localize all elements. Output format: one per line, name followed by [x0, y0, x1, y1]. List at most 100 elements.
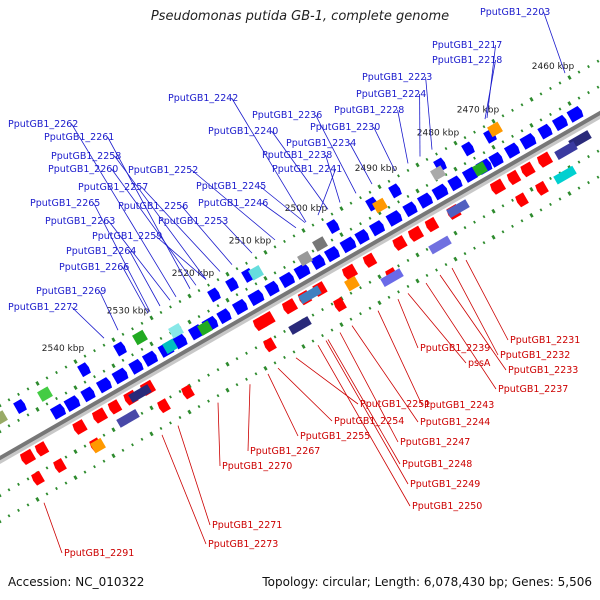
tick-mark [549, 112, 552, 117]
forward-gene-arrow [433, 157, 447, 173]
forward-gene-label: PputGB1_2217 [432, 40, 502, 51]
tick-mark [26, 503, 30, 507]
tick-mark [368, 216, 372, 220]
tick-mark [273, 335, 277, 339]
tick-mark [216, 304, 220, 308]
forward-gene-label: PputGB1_2218 [432, 55, 502, 66]
tick-mark [453, 140, 458, 146]
tick-mark [93, 465, 96, 469]
tick-mark [397, 174, 400, 178]
reverse-gene-arrow [362, 252, 378, 268]
map-title: Pseudomonas putida GB-1, complete genome [150, 9, 450, 24]
forward-gene-label: PputGB1_2238 [262, 150, 332, 161]
tick-mark [149, 315, 154, 321]
tick-mark [273, 361, 277, 365]
leader-line [181, 205, 233, 265]
tick-mark [207, 399, 210, 403]
leader-line [114, 155, 207, 280]
tick-mark [17, 418, 20, 422]
tick-mark [111, 337, 116, 343]
tick-mark [511, 224, 514, 228]
reverse-gene-arrow [341, 263, 359, 280]
leader-line [161, 434, 207, 545]
scale-label: 2500 kbp [285, 204, 328, 214]
reverse-gene-label: PputGB1_2233 [508, 365, 578, 376]
gene-layer [0, 106, 592, 486]
tick-mark [359, 196, 362, 200]
tick-mark [131, 353, 134, 357]
leader-line [177, 425, 211, 526]
tick-mark [330, 328, 334, 332]
forward-gene-arrow [63, 395, 81, 412]
tick-mark [35, 381, 40, 386]
reverse-gene-arrow [34, 441, 50, 457]
tick-mark [425, 157, 429, 162]
forward-gene-label: PputGB1_2258 [51, 151, 121, 162]
tick-mark [491, 234, 496, 240]
gene-block [288, 316, 312, 335]
leader-line [425, 282, 497, 390]
gene-block [487, 121, 503, 138]
reverse-gene-arrow [515, 192, 529, 208]
tick-mark [225, 297, 230, 303]
forward-gene-arrow [566, 106, 584, 123]
gene-block [446, 199, 470, 219]
tick-mark [45, 466, 49, 470]
tick-mark [501, 204, 505, 208]
leader-line [43, 502, 63, 554]
tick-mark [64, 391, 68, 395]
tick-mark [311, 313, 315, 317]
tick-mark [596, 85, 600, 89]
tick-mark [387, 205, 391, 209]
leader-line [439, 274, 507, 371]
tick-mark [159, 336, 163, 341]
tick-mark [121, 358, 125, 362]
tick-mark [178, 415, 182, 420]
forward-gene-arrow [323, 245, 341, 263]
leader-line [261, 202, 297, 229]
tick-mark [529, 213, 534, 218]
tick-mark [111, 363, 116, 369]
tick-mark [415, 252, 420, 258]
tick-mark [339, 206, 344, 212]
tick-mark [596, 175, 600, 179]
tick-mark [330, 238, 334, 242]
forward-gene-arrow [278, 271, 296, 289]
forward-gene-arrow [113, 341, 127, 357]
leader-line [425, 76, 433, 150]
tick-mark [549, 86, 552, 91]
gene-block [90, 437, 106, 454]
forward-gene-label: PputGB1_2203 [480, 7, 550, 18]
leader-line [108, 220, 171, 301]
gene-block [554, 141, 578, 160]
genome-summary-text: Topology: circular; Length: 6,078,430 bp… [262, 575, 592, 589]
tick-mark [26, 413, 30, 417]
forward-gene-label: PputGB1_2253 [158, 216, 228, 227]
leader-line [325, 154, 341, 203]
scale-label: 2490 kbp [355, 164, 398, 174]
leader-line [71, 306, 105, 339]
genome-backbone [0, 110, 600, 461]
tick-mark [511, 108, 514, 112]
tick-mark [292, 350, 296, 354]
tick-mark [301, 344, 306, 349]
tick-mark [235, 293, 239, 297]
tick-mark [26, 387, 30, 391]
leader-line [111, 168, 197, 286]
forward-gene-label: PputGB1_2266 [59, 262, 129, 273]
tick-mark [349, 227, 353, 231]
tick-mark [415, 278, 420, 284]
gene-block [116, 409, 140, 428]
tick-mark [187, 319, 192, 325]
forward-gene-arrow [247, 289, 265, 307]
reverse-gene-label: PputGB1_2251 [360, 399, 430, 410]
reverse-gene-label: PputGB1_2244 [420, 417, 490, 428]
forward-gene-arrow [447, 175, 463, 192]
reverse-gene-arrow [157, 398, 171, 414]
leader-line [451, 267, 499, 356]
leader-line [191, 169, 276, 241]
tick-mark [169, 421, 172, 425]
tick-mark [7, 398, 11, 402]
reverse-gene-label: PputGB1_2250 [412, 501, 482, 512]
tick-mark [102, 433, 106, 437]
